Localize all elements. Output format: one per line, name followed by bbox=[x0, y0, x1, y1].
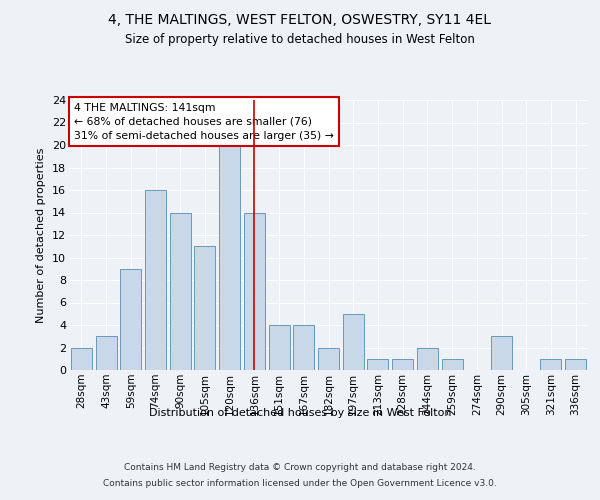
Bar bbox=[565, 359, 586, 370]
Text: 4 THE MALTINGS: 141sqm
← 68% of detached houses are smaller (76)
31% of semi-det: 4 THE MALTINGS: 141sqm ← 68% of detached… bbox=[74, 102, 334, 141]
Bar bbox=[219, 145, 240, 370]
Bar bbox=[145, 190, 166, 370]
Bar bbox=[392, 359, 413, 370]
Bar bbox=[293, 325, 314, 370]
Bar bbox=[244, 212, 265, 370]
Text: Contains HM Land Registry data © Crown copyright and database right 2024.: Contains HM Land Registry data © Crown c… bbox=[124, 462, 476, 471]
Bar bbox=[367, 359, 388, 370]
Text: Distribution of detached houses by size in West Felton: Distribution of detached houses by size … bbox=[149, 408, 451, 418]
Bar bbox=[170, 212, 191, 370]
Text: Contains public sector information licensed under the Open Government Licence v3: Contains public sector information licen… bbox=[103, 479, 497, 488]
Bar bbox=[120, 269, 141, 370]
Bar bbox=[343, 314, 364, 370]
Bar bbox=[491, 336, 512, 370]
Text: 4, THE MALTINGS, WEST FELTON, OSWESTRY, SY11 4EL: 4, THE MALTINGS, WEST FELTON, OSWESTRY, … bbox=[109, 12, 491, 26]
Y-axis label: Number of detached properties: Number of detached properties bbox=[37, 148, 46, 322]
Bar bbox=[269, 325, 290, 370]
Text: Size of property relative to detached houses in West Felton: Size of property relative to detached ho… bbox=[125, 32, 475, 46]
Bar bbox=[71, 348, 92, 370]
Bar bbox=[442, 359, 463, 370]
Bar bbox=[541, 359, 562, 370]
Bar bbox=[95, 336, 116, 370]
Bar bbox=[194, 246, 215, 370]
Bar bbox=[417, 348, 438, 370]
Bar bbox=[318, 348, 339, 370]
